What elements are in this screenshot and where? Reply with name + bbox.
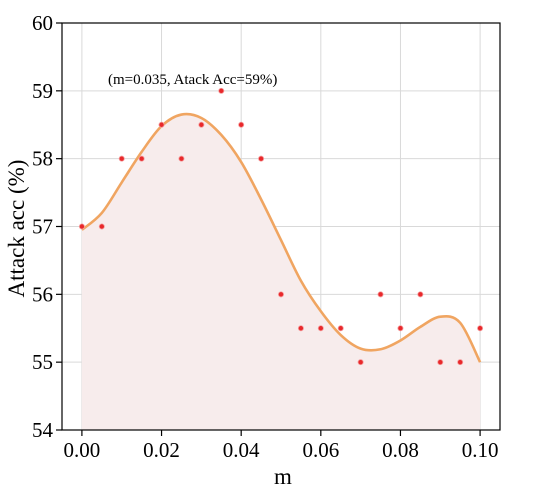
data-point	[158, 121, 165, 128]
data-point	[198, 121, 205, 128]
y-tick-label: 58	[32, 147, 53, 171]
data-point	[138, 155, 145, 162]
y-tick-label: 56	[32, 282, 53, 306]
x-axis-title: m	[274, 464, 292, 489]
x-tick-label: 0.10	[462, 438, 499, 462]
data-point	[78, 223, 85, 230]
data-point	[417, 291, 424, 298]
y-axis-title: Attack acc (%)	[4, 160, 29, 298]
data-point	[118, 155, 125, 162]
max-point-annotation: (m=0.035, Atack Acc=59%)	[108, 72, 277, 88]
data-point	[98, 223, 105, 230]
data-point	[437, 359, 444, 366]
x-tick-label: 0.06	[302, 438, 339, 462]
data-point	[337, 325, 344, 332]
x-tick-label: 0.08	[382, 438, 419, 462]
y-tick-label: 57	[32, 215, 53, 239]
data-point	[238, 121, 245, 128]
trend-line	[81, 112, 482, 363]
data-point	[218, 87, 225, 94]
data-point	[377, 291, 384, 298]
data-point	[457, 359, 464, 366]
x-tick-label: 0.00	[64, 438, 101, 462]
data-point	[258, 155, 265, 162]
data-point	[277, 291, 284, 298]
y-tick-label: 55	[32, 350, 53, 374]
data-point	[477, 325, 484, 332]
axis-ticks: 0.00 0.02 0.04 0.06 0.08 0.10 54 55 56 57 58 59 60	[32, 11, 498, 462]
y-tick-label: 54	[32, 418, 54, 442]
trend-fill-area	[81, 114, 481, 430]
data-point	[397, 325, 404, 332]
y-tick-label: 59	[32, 79, 53, 103]
data-point	[297, 325, 304, 332]
data-point	[317, 325, 324, 332]
x-tick-label: 0.04	[223, 438, 260, 462]
y-tick-label: 60	[32, 11, 53, 35]
data-point	[178, 155, 185, 162]
data-points	[78, 87, 484, 366]
x-tick-label: 0.02	[143, 438, 180, 462]
data-point	[357, 359, 364, 366]
